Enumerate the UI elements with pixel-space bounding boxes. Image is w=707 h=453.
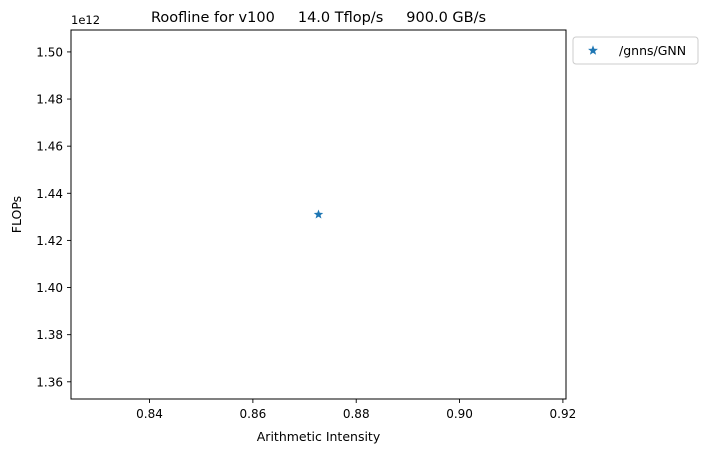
x-tick-label: 0.90 bbox=[446, 407, 473, 421]
y-tick-label: 1.40 bbox=[36, 281, 63, 295]
y-tick-label: 1.48 bbox=[36, 93, 63, 107]
chart-title: Roofline for v100 14.0 Tflop/s 900.0 GB/… bbox=[151, 10, 486, 26]
x-tick-label: 0.84 bbox=[136, 407, 163, 421]
y-axis-label: FLOPs bbox=[9, 196, 24, 233]
y-tick-label: 1.46 bbox=[36, 140, 63, 154]
y-offset-label: 1e12 bbox=[71, 13, 100, 27]
y-tick-label: 1.44 bbox=[36, 187, 63, 201]
x-tick-label: 0.88 bbox=[343, 407, 370, 421]
x-tick-label: 0.92 bbox=[550, 407, 577, 421]
legend-marker-star-icon bbox=[588, 45, 598, 55]
y-tick-label: 1.42 bbox=[36, 234, 63, 248]
y-tick-label: 1.38 bbox=[36, 328, 63, 342]
legend-box bbox=[572, 36, 699, 65]
y-tick-label: 1.50 bbox=[36, 45, 63, 59]
legend: /gnns/GNN bbox=[572, 36, 699, 65]
y-axis-ticks: 1.36 1.38 1.40 1.42 1.44 1.46 1.48 1.50 bbox=[36, 45, 71, 389]
data-points bbox=[313, 209, 324, 219]
x-axis-ticks: 0.84 0.86 0.88 0.90 0.92 bbox=[136, 399, 576, 421]
x-tick-label: 0.86 bbox=[240, 407, 267, 421]
legend-label: /gnns/GNN bbox=[619, 43, 686, 58]
data-point-star bbox=[313, 209, 324, 219]
y-tick-label: 1.36 bbox=[36, 375, 63, 389]
x-axis-label: Arithmetic Intensity bbox=[257, 429, 381, 444]
